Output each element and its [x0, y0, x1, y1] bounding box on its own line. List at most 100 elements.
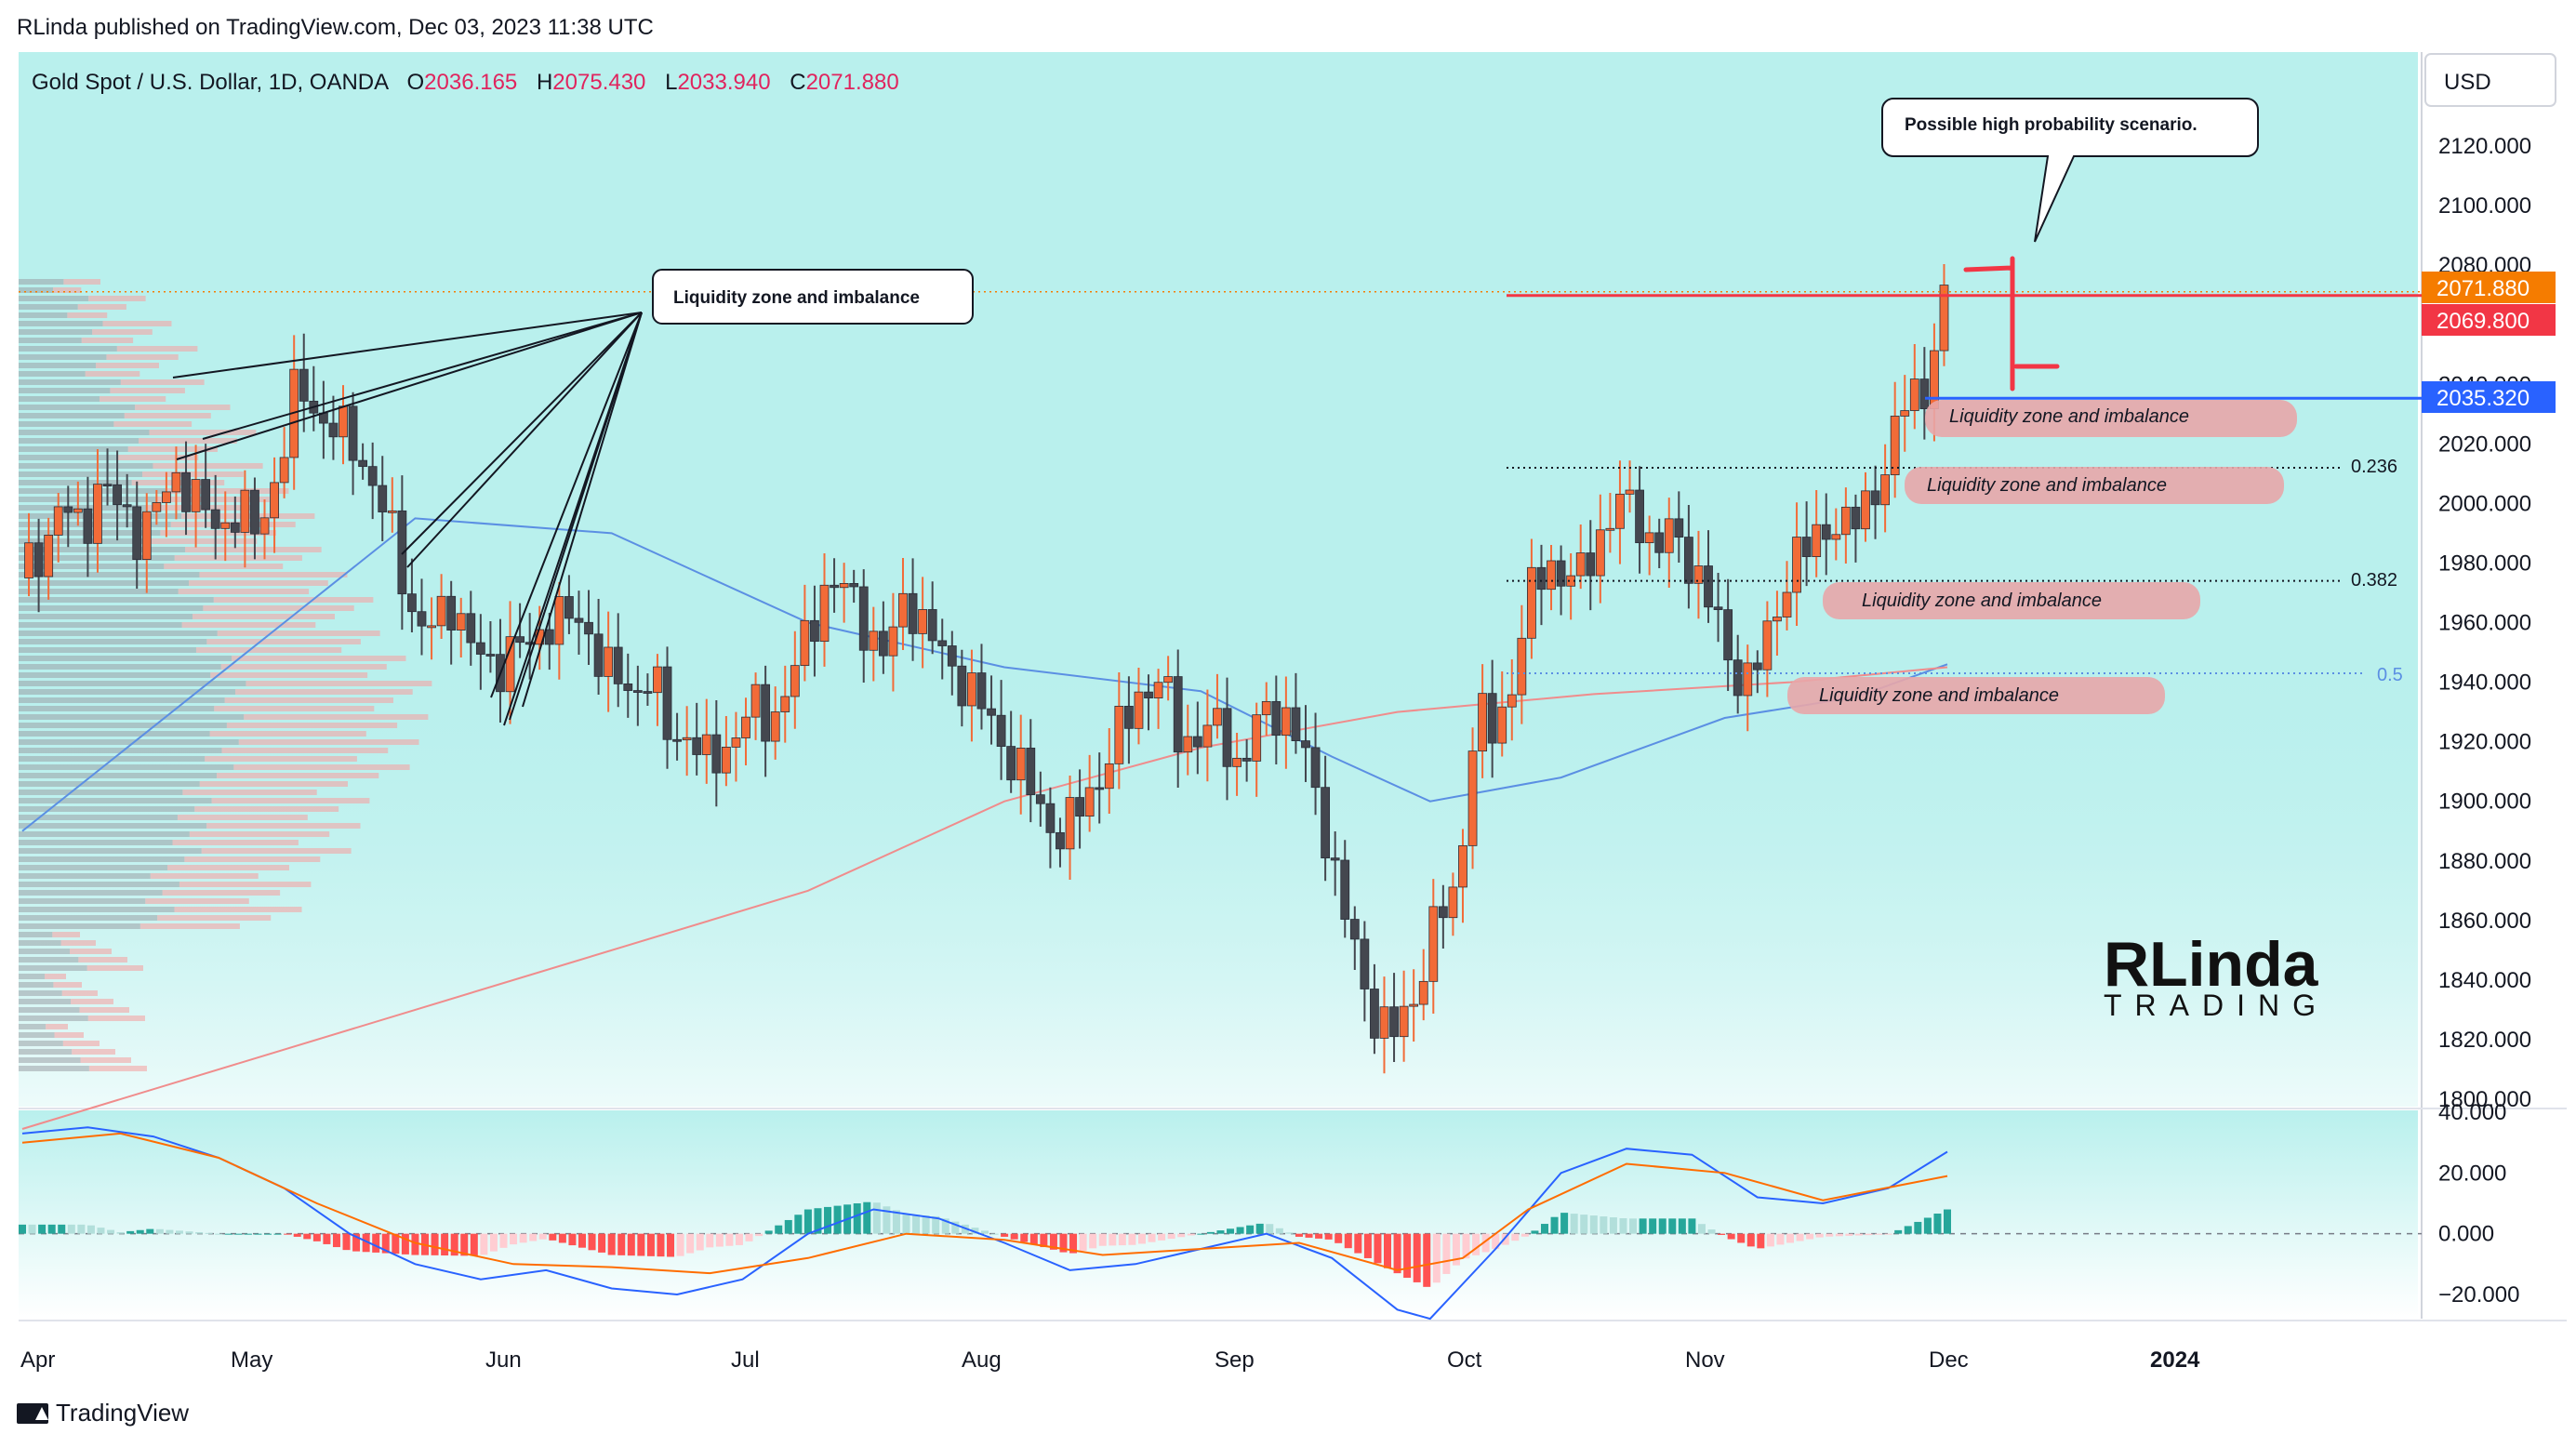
footer-brand[interactable]: TradingView [17, 1399, 189, 1427]
volume-bar [53, 287, 82, 293]
macd-histogram-bar [1944, 1209, 1951, 1234]
volume-bar [160, 530, 276, 536]
candle-body [987, 708, 996, 716]
currency-box[interactable] [2424, 53, 2556, 107]
candle-body [1409, 1003, 1419, 1007]
volume-bar [19, 631, 218, 636]
candle-body [1801, 537, 1812, 557]
volume-bar [19, 555, 175, 561]
volume-bar [72, 1049, 115, 1055]
macd-histogram-bar [568, 1233, 577, 1246]
candle-body [1144, 691, 1153, 698]
macd-histogram-bar [745, 1233, 753, 1241]
volume-bar [70, 949, 112, 954]
volume-bar [209, 731, 366, 737]
candle-body [662, 666, 672, 740]
macd-histogram-bar [1707, 1229, 1716, 1234]
candle-body [475, 642, 485, 655]
volume-bar [145, 898, 249, 904]
candle-body [858, 586, 869, 651]
macd-histogram-bar [1187, 1233, 1195, 1236]
macd-histogram-bar [38, 1224, 46, 1234]
macd-histogram-bar [332, 1233, 340, 1248]
legend-o-label: O [407, 70, 425, 95]
candle-body [1487, 693, 1497, 744]
macd-histogram-bar [1020, 1233, 1029, 1242]
macd-histogram-bar [1442, 1233, 1451, 1274]
macd-histogram-bar [696, 1233, 704, 1251]
y-tick-label: 2120.000 [2438, 134, 2531, 159]
macd-histogram-bar [1580, 1215, 1588, 1234]
macd-histogram-bar [195, 1232, 204, 1234]
volume-bar [85, 371, 140, 377]
volume-bar [127, 446, 218, 452]
macd-histogram-bar [1403, 1233, 1412, 1279]
macd-histogram-bar [146, 1228, 154, 1234]
callout-pointer [401, 312, 643, 555]
callout-scenario-text: Possible high probability scenario. [1905, 115, 2198, 135]
macd-histogram-bar [1589, 1215, 1598, 1234]
volume-bar [80, 1057, 131, 1063]
candle-body [701, 734, 711, 755]
y-tick-label: 1900.000 [2438, 790, 2531, 815]
volume-bar [19, 346, 117, 352]
candle-body [1153, 682, 1163, 698]
macd-histogram-bar [342, 1233, 351, 1251]
scenario-arrow [1963, 256, 2060, 392]
macd-histogram-bar [578, 1233, 586, 1248]
volume-bar [19, 572, 200, 577]
legend-close: 2071.880 [806, 70, 899, 95]
macd-histogram-bar [755, 1233, 764, 1237]
macd-histogram-bar [1914, 1221, 1922, 1234]
macd-histogram-bar [1678, 1218, 1686, 1234]
macd-histogram-bar [1815, 1233, 1824, 1238]
candle-body [446, 595, 457, 631]
candle-body [33, 542, 44, 577]
candle-body [63, 506, 73, 513]
candle-body [328, 422, 339, 438]
candle-body [849, 583, 859, 588]
candle-body [1467, 750, 1478, 846]
volume-bar [19, 831, 190, 837]
volume-bar [19, 1016, 88, 1021]
candle-body [210, 509, 220, 529]
candle-body [1183, 736, 1193, 753]
y-tick-label: 1880.000 [2438, 849, 2531, 874]
macd-histogram-bar [706, 1233, 714, 1248]
volume-bar [19, 405, 136, 410]
volume-bar [19, 656, 232, 661]
candle-body [604, 646, 614, 677]
candle-body [1547, 560, 1556, 591]
volume-bar [110, 388, 185, 393]
x-tick-label: Dec [1929, 1347, 1969, 1373]
x-tick-label: 2024 [2150, 1347, 2200, 1373]
liquidity-zone-3 [1823, 582, 2200, 619]
volume-bar [19, 697, 225, 703]
macd-histogram-bar [1069, 1233, 1078, 1254]
zone-label-4: Liquidity zone and imbalance [1819, 685, 2059, 706]
callout-scenario[interactable]: Possible high probability scenario. [1881, 98, 2259, 243]
macd-histogram-bar [1315, 1233, 1323, 1239]
volume-bar [19, 706, 215, 711]
macd-histogram-bar [510, 1233, 518, 1245]
candle-body [1418, 980, 1428, 1005]
macd-panel: 40.000 20.000 0.000 −20.000 [19, 1100, 2519, 1321]
candle-body [1586, 552, 1596, 577]
macd-tick-label: 0.000 [2438, 1222, 2494, 1247]
macd-histogram-bar [470, 1233, 478, 1256]
volume-bar [181, 622, 316, 628]
candle-body [1438, 906, 1448, 919]
macd-histogram-bar [352, 1233, 361, 1252]
candle-body [1360, 938, 1370, 989]
callout-liquidity[interactable]: Liquidity zone and imbalance [652, 269, 974, 325]
candle-body [1458, 844, 1467, 888]
volume-bar [60, 940, 96, 946]
volume-bar [19, 739, 239, 745]
volume-bar [19, 338, 82, 343]
macd-histogram-bar [47, 1224, 56, 1234]
candle-body [613, 646, 623, 684]
macd-histogram-bar [1845, 1233, 1853, 1236]
candle-body [1536, 566, 1547, 591]
